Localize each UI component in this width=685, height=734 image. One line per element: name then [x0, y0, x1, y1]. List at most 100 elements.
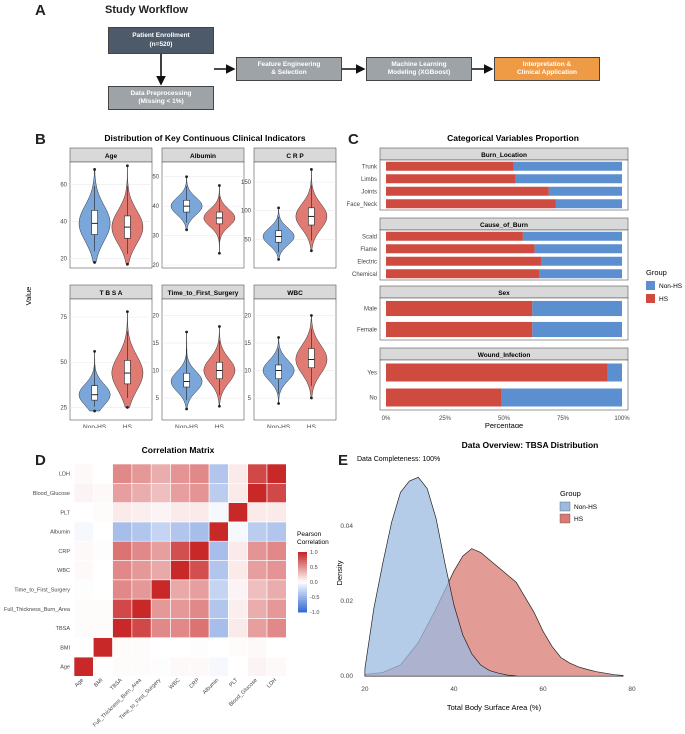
- heatmap-cell: [170, 560, 191, 581]
- heatmap-cell: [228, 463, 248, 484]
- heatmap-cell: [247, 560, 268, 581]
- heatmap-cell: [189, 502, 210, 523]
- heatmap-cell: [228, 502, 248, 523]
- y-tick-label: 20: [244, 314, 251, 320]
- outlier-point: [185, 330, 189, 334]
- heatmap-cell: [112, 540, 133, 561]
- heatmap-cell: [170, 502, 191, 523]
- heatmap-cell: [131, 598, 152, 619]
- x-tick-label: 40: [450, 686, 458, 693]
- heatmap-cell: [131, 637, 152, 658]
- y-tick-label: 25: [60, 405, 67, 411]
- legend-swatch-0: [559, 501, 571, 512]
- machine-learning-box: Machine Learning Modeling (XGBoost): [366, 57, 472, 81]
- row-label: Albumin: [50, 530, 70, 536]
- y-tick-label: 10: [244, 369, 251, 375]
- y-tick-label: 50: [60, 360, 67, 366]
- violin-y-label: Value: [24, 287, 33, 306]
- heatmap-cell: [228, 656, 248, 677]
- heatmap-cell: [189, 560, 210, 581]
- outlier-point: [185, 407, 189, 411]
- interp-line-1: Interpretation &: [522, 60, 572, 68]
- category-label: Chemical: [352, 272, 377, 278]
- category-label: Male: [364, 307, 378, 313]
- heatmap-cell: [208, 502, 229, 523]
- colorbar-tick: 1.0: [310, 550, 318, 556]
- x-tick-label: 75%: [557, 416, 570, 422]
- y-tick-label: 0.00: [340, 673, 353, 680]
- colorbar-segment: [298, 562, 307, 565]
- heatmap-cell: [150, 637, 171, 658]
- box-HS: [124, 360, 131, 385]
- outlier-point: [218, 184, 221, 187]
- colorbar-tick: -0.5: [310, 595, 319, 601]
- col-label: CRP: [188, 677, 201, 690]
- facet-label-3: Wound_Infection: [478, 352, 531, 359]
- colorbar-segment: [298, 590, 307, 593]
- y-axis-label: Density: [335, 560, 344, 585]
- colorbar-segment: [298, 572, 307, 575]
- x-tick-label: 80: [628, 686, 636, 693]
- heatmap-cell: [266, 502, 287, 523]
- y-tick-label: 15: [244, 341, 251, 347]
- colorbar-segment: [298, 574, 307, 577]
- heatmap-cell: [73, 502, 94, 523]
- density-title: Data Overview: TBSA Distribution: [462, 440, 599, 450]
- colorbar-segment: [298, 582, 307, 585]
- heatmap-cell: [131, 540, 152, 561]
- heatmap-cell: [170, 637, 191, 658]
- heatmap-cell: [150, 540, 171, 561]
- heatmap-cell: [189, 656, 210, 677]
- bar-hs: [386, 161, 514, 171]
- row-label: BMI: [60, 645, 70, 651]
- colorbar-segment: [298, 566, 307, 569]
- density-Non-HS: [364, 476, 517, 677]
- heatmap-cell: [131, 579, 152, 600]
- category-label: Electric: [357, 259, 377, 265]
- heatmap-cell: [112, 598, 133, 619]
- ml-line-2: Modeling (XGBoost): [387, 69, 451, 76]
- y-tick-label: 15: [152, 341, 159, 347]
- heatmap-cell: [189, 463, 210, 484]
- heatmap-cell: [112, 463, 133, 484]
- heatmap-cell: [266, 618, 287, 638]
- feat-line-1: Feature Engineering: [257, 60, 321, 68]
- panel-e-letter: E: [338, 452, 349, 469]
- bar-non-hs: [555, 199, 622, 209]
- colorbar-segment: [298, 598, 307, 601]
- x-tick-label: 100%: [614, 416, 630, 422]
- x-tick-label: HS: [215, 424, 225, 428]
- heatmap-cell: [247, 502, 268, 523]
- heatmap-cell: [228, 579, 248, 600]
- heatmap-cell: [73, 540, 94, 561]
- heatmap-cell: [112, 637, 133, 658]
- facet-label-1: Albumin: [190, 153, 216, 160]
- y-tick-label: 50: [244, 237, 251, 243]
- box-Non-HS: [275, 364, 282, 380]
- outlier-point: [126, 262, 129, 266]
- x-axis-label: Percentage: [485, 421, 523, 428]
- heatmap-cell: [208, 463, 229, 484]
- bar-hs: [386, 321, 533, 338]
- heatmap-cell: [131, 560, 152, 581]
- facet-label-1: Cause_of_Burn: [480, 222, 528, 229]
- bar-non-hs: [539, 269, 622, 279]
- row-label: Blood_Glucose: [33, 491, 70, 497]
- y-tick-label: 40: [152, 204, 159, 210]
- heatmap-cell: [266, 579, 287, 600]
- heatmap-cell: [73, 482, 94, 503]
- heatmap-cell: [208, 618, 229, 638]
- heatmap-cell: [170, 482, 191, 503]
- facet-label-0: Burn_Location: [481, 152, 527, 159]
- heatmap-cell: [228, 637, 248, 658]
- bar-hs: [386, 199, 556, 209]
- heatmap-cell: [112, 521, 133, 542]
- heatmap-title: Correlation Matrix: [142, 445, 215, 455]
- bar-non-hs: [534, 244, 622, 254]
- heatmap-cell: [228, 618, 248, 638]
- feature-engineering-box: Feature Engineering & Selection: [236, 57, 342, 81]
- box-Non-HS: [183, 372, 190, 388]
- x-tick-label: 25%: [439, 416, 452, 422]
- col-label: Age: [74, 677, 85, 688]
- heatmap-cell: [266, 540, 287, 561]
